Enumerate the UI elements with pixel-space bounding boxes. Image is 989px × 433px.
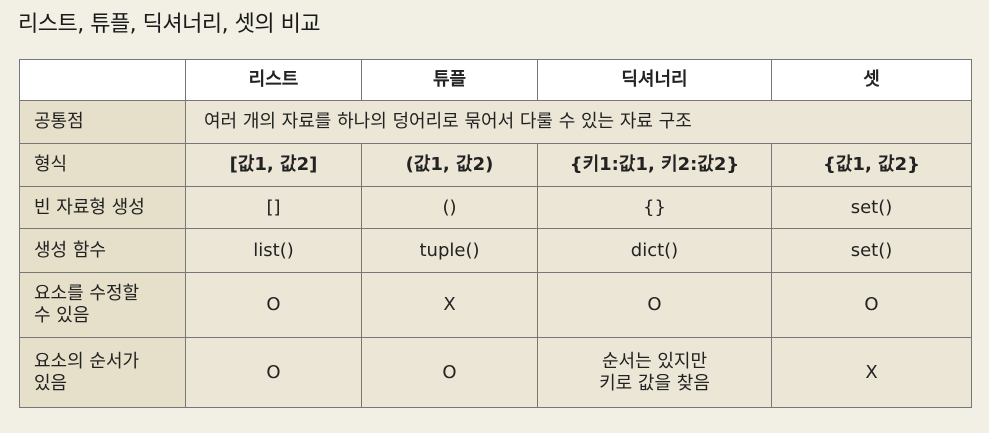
row-label-form: 형식 bbox=[19, 143, 186, 187]
func-cell-list: list() bbox=[185, 228, 362, 273]
mutable-cell-tuple: X bbox=[361, 272, 538, 338]
form-cell-dict: {키1:값1, 키2:값2} bbox=[537, 143, 772, 187]
header-row: 리스트 튜플 딕셔너리 셋 bbox=[19, 59, 972, 101]
empty-cell-tuple: () bbox=[361, 186, 538, 229]
ordered-cell-dict: 순서는 있지만 키로 값을 찾음 bbox=[537, 337, 772, 408]
header-cell-tuple: 튜플 bbox=[361, 59, 538, 101]
comparison-table: 리스트 튜플 딕셔너리 셋 공통점 여러 개의 자료를 하나의 덩어리로 묶어서… bbox=[19, 59, 972, 408]
common-description: 여러 개의 자료를 하나의 덩어리로 묶어서 다룰 수 있는 자료 구조 bbox=[185, 100, 972, 144]
table-row-mutable: 요소를 수정할 수 있음 O X O O bbox=[19, 272, 972, 338]
func-cell-set: set() bbox=[771, 228, 972, 273]
form-cell-set: {값1, 값2} bbox=[771, 143, 972, 187]
row-label-empty: 빈 자료형 생성 bbox=[19, 186, 186, 229]
mutable-cell-dict: O bbox=[537, 272, 772, 338]
table-row-func: 생성 함수 list() tuple() dict() set() bbox=[19, 228, 972, 273]
row-label-ordered: 요소의 순서가 있음 bbox=[19, 337, 186, 408]
ordered-cell-list: O bbox=[185, 337, 362, 408]
header-cell-dict: 딕셔너리 bbox=[537, 59, 772, 101]
ordered-cell-set: X bbox=[771, 337, 972, 408]
form-cell-list: [값1, 값2] bbox=[185, 143, 362, 187]
row-label-func: 생성 함수 bbox=[19, 228, 186, 273]
table-row-common: 공통점 여러 개의 자료를 하나의 덩어리로 묶어서 다룰 수 있는 자료 구조 bbox=[19, 100, 972, 144]
page-title: 리스트, 튜플, 딕셔너리, 셋의 비교 bbox=[18, 12, 321, 37]
func-cell-tuple: tuple() bbox=[361, 228, 538, 273]
form-cell-tuple: (값1, 값2) bbox=[361, 143, 538, 187]
table-row-form: 형식 [값1, 값2] (값1, 값2) {키1:값1, 키2:값2} {값1,… bbox=[19, 143, 972, 187]
ordered-cell-tuple: O bbox=[361, 337, 538, 408]
empty-cell-set: set() bbox=[771, 186, 972, 229]
header-cell-set: 셋 bbox=[771, 59, 972, 101]
mutable-cell-list: O bbox=[185, 272, 362, 338]
table-row-ordered: 요소의 순서가 있음 O O 순서는 있지만 키로 값을 찾음 X bbox=[19, 337, 972, 408]
empty-cell-dict: {} bbox=[537, 186, 772, 229]
func-cell-dict: dict() bbox=[537, 228, 772, 273]
header-cell-empty bbox=[19, 59, 186, 101]
table-row-empty: 빈 자료형 생성 [] () {} set() bbox=[19, 186, 972, 229]
mutable-cell-set: O bbox=[771, 272, 972, 338]
empty-cell-list: [] bbox=[185, 186, 362, 229]
row-label-mutable: 요소를 수정할 수 있음 bbox=[19, 272, 186, 338]
row-label-common: 공통점 bbox=[19, 100, 186, 144]
header-cell-list: 리스트 bbox=[185, 59, 362, 101]
